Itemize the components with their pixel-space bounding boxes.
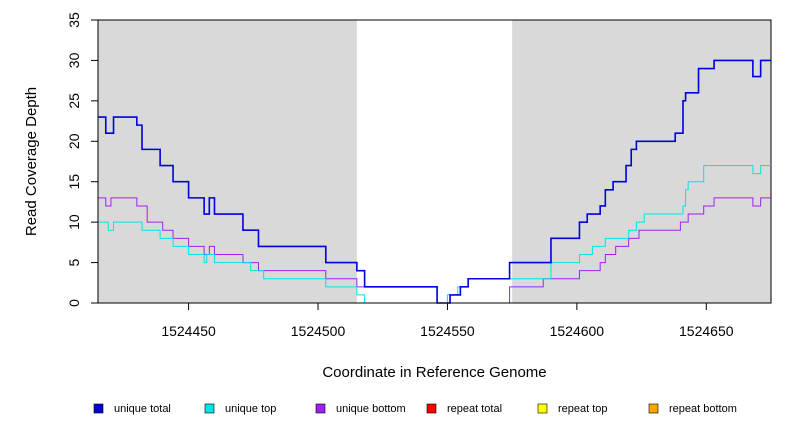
axes: 0 5 10 15 20 25 30 35 1524450 1524500 1524550 15246… <box>66 12 771 339</box>
legend-item-repeat-top: repeat top <box>537 403 608 415</box>
y-tick-label: 5 <box>66 258 82 266</box>
y-tick-label: 25 <box>66 93 82 109</box>
shaded-region-0 <box>98 20 357 303</box>
legend-swatch <box>93 403 104 414</box>
legend-swatch <box>315 403 326 414</box>
legend-swatch <box>426 403 437 414</box>
shaded-regions <box>98 20 771 303</box>
shaded-region-1 <box>512 20 771 303</box>
y-tick-label: 10 <box>66 214 82 230</box>
y-tick-label: 20 <box>66 133 82 149</box>
legend-swatch <box>648 403 659 414</box>
legend-item-unique-total: unique total <box>93 403 171 415</box>
series-unique-total <box>98 59 771 304</box>
y-axis-title: Read Coverage Depth <box>23 87 40 236</box>
legend-label: unique total <box>114 403 171 415</box>
legend-item-repeat-total: repeat total <box>426 403 502 415</box>
x-tick-label: 1524500 <box>291 323 346 339</box>
x-tick-label: 1524550 <box>420 323 475 339</box>
legend-label: unique bottom <box>336 403 406 415</box>
legend-label: repeat bottom <box>669 403 737 415</box>
legend-item-repeat-bottom: repeat bottom <box>648 403 737 415</box>
y-tick-label: 35 <box>66 12 82 28</box>
legend-label: repeat total <box>447 403 502 415</box>
legend-label: repeat top <box>558 403 608 415</box>
legend-item-unique-top: unique top <box>204 403 276 415</box>
x-tick-label: 1524650 <box>679 323 734 339</box>
x-axis-title: Coordinate in Reference Genome <box>322 364 546 381</box>
y-tick-label: 15 <box>66 174 82 190</box>
legend: unique total unique top unique bottom repea… <box>93 403 737 415</box>
legend-swatch <box>537 403 548 414</box>
legend-swatch <box>204 403 215 414</box>
x-tick-label: 1524600 <box>550 323 605 339</box>
y-tick-label: 30 <box>66 52 82 68</box>
y-tick-label: 0 <box>66 299 82 307</box>
x-tick-label: 1524450 <box>161 323 216 339</box>
legend-item-unique-bottom: unique bottom <box>315 403 406 415</box>
legend-label: unique top <box>225 403 276 415</box>
